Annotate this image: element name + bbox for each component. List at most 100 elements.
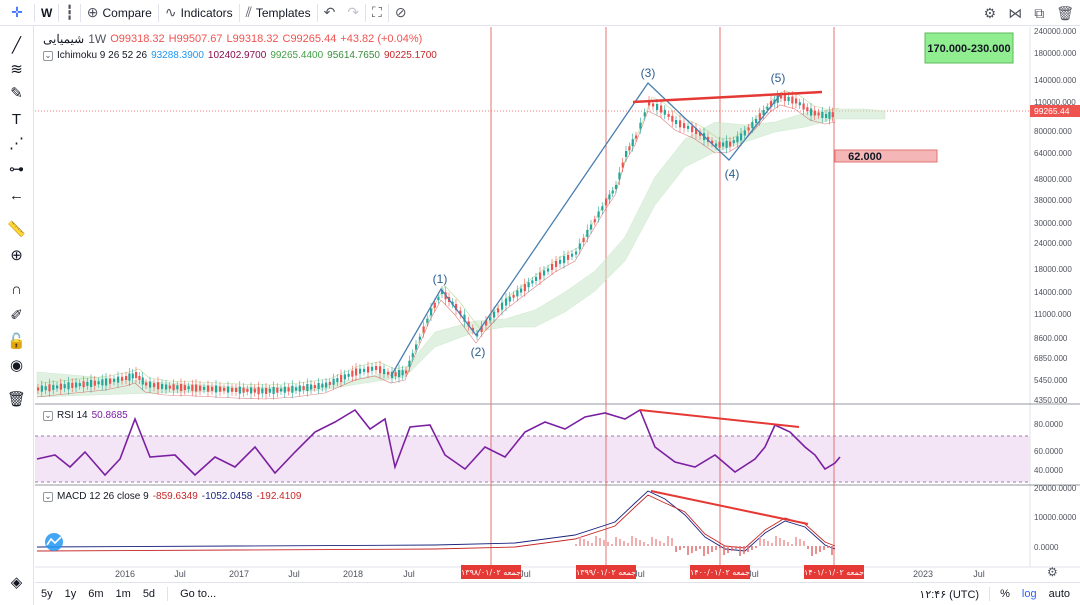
symbol-search-button[interactable]: W	[35, 0, 58, 26]
bottom-bar: 5y 1y 6m 1m 5d Go to... ۱۲:۴۶ (UTC) % lo…	[35, 582, 1080, 605]
settings-button[interactable]: ⚙	[978, 0, 1003, 26]
wave-3-label: (3)	[641, 66, 656, 80]
range-1y-button[interactable]: 1y	[64, 588, 77, 600]
crosshair-icon[interactable]: ✛	[11, 4, 23, 20]
prediction-tool[interactable]: ⊶	[0, 158, 33, 180]
price-tick-label: 30000.000	[1034, 219, 1072, 228]
log-scale-button[interactable]: log	[1021, 588, 1037, 600]
share-icon: ⋈	[1008, 4, 1023, 21]
target-box-label: 170.000-230.000	[927, 43, 1010, 55]
macd-divergence-line[interactable]	[650, 490, 809, 525]
chart-canvas[interactable]: 170.000-230.000 62.000 (1) (2) (3) (4) (…	[35, 27, 1080, 582]
price-tick-label: 180000.000	[1034, 49, 1077, 58]
zoom-in-icon: ⊕	[10, 247, 23, 264]
rsi-tick-label: 80.0000	[1034, 420, 1063, 429]
indicators-icon: ∿	[164, 4, 177, 20]
top-toolbar: ✛ W ┇ ⊕ Compare ∿ Indicators ⫽ Templates ↶ …	[0, 0, 1080, 26]
drawing-toolbar: ╱ ≋ ✎ T ⋰ ⊶ ← 📏 ⊕ ∩ ✐ 🔓 ◉ 🗑 ◈	[0, 26, 34, 605]
visibility-tool[interactable]: ◉	[0, 354, 33, 376]
price-tick-label: 80000.000	[1034, 127, 1072, 136]
ichimoku-value-5: 90225.1700	[384, 50, 437, 61]
rsi-tick-label: 40.0000	[1034, 466, 1063, 475]
wave-4-label: (4)	[725, 167, 740, 181]
collapse-icon[interactable]: ⌄	[43, 50, 53, 61]
price-trendline[interactable]	[632, 90, 823, 104]
remove-drawings-tool[interactable]: 🗑	[0, 388, 33, 410]
elliott-wave-lines[interactable]	[390, 82, 781, 377]
share-button[interactable]: ⋈	[1002, 0, 1028, 26]
templates-button[interactable]: ⫽ Templates	[240, 0, 317, 26]
time-axis-settings-icon[interactable]: ⚙	[1047, 565, 1058, 579]
price-tick-label: 6850.000	[1034, 354, 1068, 363]
compare-button[interactable]: ⊕ Compare	[81, 0, 158, 26]
chart-pane[interactable]: 170.000-230.000 62.000 (1) (2) (3) (4) (…	[35, 27, 1080, 582]
support-box[interactable]	[834, 149, 938, 163]
magnet-icon: ∩	[11, 280, 22, 298]
bar-style-button[interactable]: ┇	[59, 0, 79, 26]
trend-line-tool[interactable]: ╱	[0, 34, 33, 56]
pattern-tool[interactable]: ⋰	[0, 132, 33, 154]
price-tick-label: 240000.000	[1034, 27, 1077, 36]
time-axis[interactable]: 2016 Jul 2017 Jul 2018 Jul Jul Jul Jul 2023 Jul	[115, 569, 985, 579]
range-1m-button[interactable]: 1m	[115, 588, 131, 600]
ohlc-low: L99318.32	[226, 33, 279, 45]
range-6m-button[interactable]: 6m	[88, 588, 104, 600]
macd-tick-label: 0.0000	[1034, 543, 1059, 552]
wave-5-label: (5)	[771, 71, 786, 85]
auto-scale-button[interactable]: auto	[1048, 588, 1070, 600]
collapse-icon[interactable]: ⌄	[43, 491, 53, 502]
date-marker-label: جمعه ۱۴۰۰/۰۱/۰۲	[690, 568, 750, 577]
goto-button[interactable]: Go to...	[180, 588, 217, 600]
wave-2-label: (2)	[471, 345, 486, 359]
range-5d-button[interactable]: 5d	[142, 588, 156, 600]
popout-icon: ⧉	[1034, 4, 1045, 21]
rsi-divergence-line[interactable]	[639, 409, 800, 428]
lock-all-tool[interactable]: 🔓	[0, 330, 33, 352]
macd-legend[interactable]: ⌄ MACD 12 26 close 9 -859.6349 -1052.045…	[43, 491, 301, 502]
ichimoku-label: Ichimoku 9 26 52 26	[57, 50, 148, 61]
price-tick-label: 11000.000	[1034, 310, 1072, 319]
fib-icon: ≋	[10, 61, 23, 78]
redo-button[interactable]: ↷	[341, 0, 365, 26]
time-tick-label: Jul	[747, 569, 759, 579]
price-tick-label: 140000.000	[1034, 76, 1077, 85]
brush-icon: ✎	[10, 85, 23, 102]
indicators-button[interactable]: ∿ Indicators	[159, 0, 239, 26]
object-tree-button[interactable]: ◈	[0, 571, 33, 593]
price-tick-label: 5450.000	[1034, 376, 1068, 385]
date-marker-label: جمعه ۱۳۹۸/۰۱/۰۲	[461, 568, 521, 577]
ruler-tool[interactable]: 📏	[0, 218, 33, 240]
trend-line-icon: ╱	[11, 37, 22, 54]
fib-tool[interactable]: ≋	[0, 58, 33, 80]
prediction-icon: ⊶	[9, 161, 24, 178]
hide-drawings-button[interactable]: ⊘	[389, 0, 413, 26]
lock-drawing-tool[interactable]: ✐	[0, 304, 33, 326]
delete-button[interactable]: 🗑	[1050, 0, 1080, 26]
ohlc-change: +43.82 (+0.04%)	[340, 33, 423, 45]
undo-button[interactable]: ↶	[318, 0, 342, 26]
price-tick-label: 18000.000	[1034, 265, 1072, 274]
popout-button[interactable]: ⧉	[1028, 0, 1050, 26]
ichimoku-legend[interactable]: ⌄ Ichimoku 9 26 52 26 93288.3900 102402.…	[43, 50, 437, 61]
zoom-tool[interactable]: ⊕	[0, 244, 33, 266]
fullscreen-button[interactable]: ⛶	[366, 0, 388, 26]
price-tick-label: 38000.000	[1034, 196, 1072, 205]
rsi-legend[interactable]: ⌄ RSI 14 50.8685	[43, 410, 128, 421]
clock-label[interactable]: ۱۲:۴۶ (UTC)	[919, 588, 980, 601]
brush-tool[interactable]: ✎	[0, 82, 33, 104]
back-button[interactable]: ←	[0, 184, 33, 206]
price-tick-label: 64000.000	[1034, 149, 1072, 158]
undo-icon: ↶	[323, 4, 336, 20]
time-tick-label: 2023	[913, 569, 933, 579]
price-axis[interactable]: 240000.000 180000.000 140000.000 110000.000…	[1034, 27, 1077, 405]
target-box[interactable]	[924, 32, 1014, 64]
text-tool[interactable]: T	[0, 108, 33, 130]
magnet-tool[interactable]: ∩	[0, 278, 33, 300]
collapse-icon[interactable]: ⌄	[43, 410, 53, 421]
percent-scale-button[interactable]: %	[1000, 588, 1010, 600]
macd-label: MACD 12 26 close 9	[57, 491, 149, 502]
unlock-icon: 🔓	[7, 333, 26, 350]
range-5y-button[interactable]: 5y	[41, 588, 53, 600]
fullscreen-icon: ⛶	[372, 4, 382, 20]
